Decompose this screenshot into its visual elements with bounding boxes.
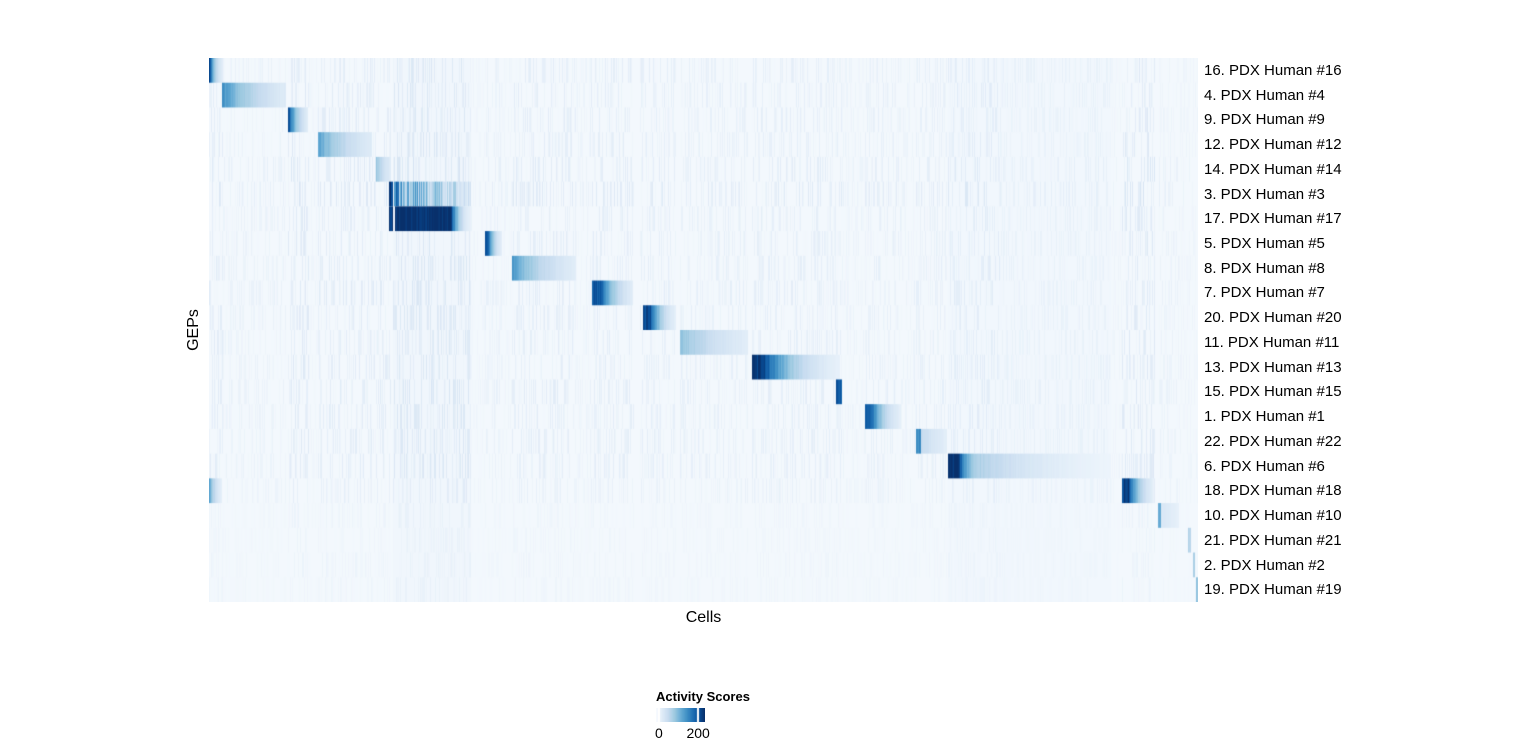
row-label: 6. PDX Human #6 (1204, 457, 1325, 475)
row-label: 13. PDX Human #13 (1204, 358, 1342, 376)
row-label: 15. PDX Human #15 (1204, 383, 1342, 401)
row-label: 2. PDX Human #2 (1204, 556, 1325, 574)
x-axis-label: Cells (685, 609, 722, 626)
legend-title: Activity Scores (656, 689, 750, 704)
row-label: 19. PDX Human #19 (1204, 581, 1342, 599)
row-label: 17. PDX Human #17 (1204, 210, 1342, 228)
row-labels: 16. PDX Human #16 4. PDX Human #4 9. PDX H… (1204, 58, 1534, 602)
legend-colorbar (656, 708, 705, 722)
row-label: 9. PDX Human #9 (1204, 111, 1325, 129)
row-label: 3. PDX Human #3 (1204, 185, 1325, 203)
row-label: 1. PDX Human #1 (1204, 408, 1325, 426)
row-label: 20. PDX Human #20 (1204, 309, 1342, 327)
activity-scores-legend: Activity Scores 0 200 (655, 689, 750, 741)
row-label: 5. PDX Human #5 (1204, 235, 1325, 252)
y-axis-label: GEPs (185, 309, 202, 351)
row-label: 21. PDX Human #21 (1204, 531, 1342, 549)
row-label: 22. PDX Human #22 (1204, 432, 1342, 450)
row-label: 11. PDX Human #11 (1204, 333, 1340, 351)
row-label: 18. PDX Human #18 (1204, 482, 1342, 500)
row-label: 8. PDX Human #8 (1204, 259, 1325, 277)
row-label: 12. PDX Human #12 (1204, 136, 1342, 154)
row-label: 4. PDX Human #4 (1204, 86, 1325, 104)
legend-tick-labels: 0 200 (655, 725, 710, 741)
legend-tick-label: 0 (655, 725, 663, 741)
row-label: 16. PDX Human #16 (1204, 61, 1342, 79)
legend-tick-label: 200 (686, 725, 710, 741)
row-label: 14. PDX Human #14 (1204, 160, 1342, 178)
row-label: 10. PDX Human #10 (1204, 507, 1342, 525)
heatmap-canvas (209, 58, 1198, 602)
row-label: 7. PDX Human #7 (1204, 284, 1325, 302)
